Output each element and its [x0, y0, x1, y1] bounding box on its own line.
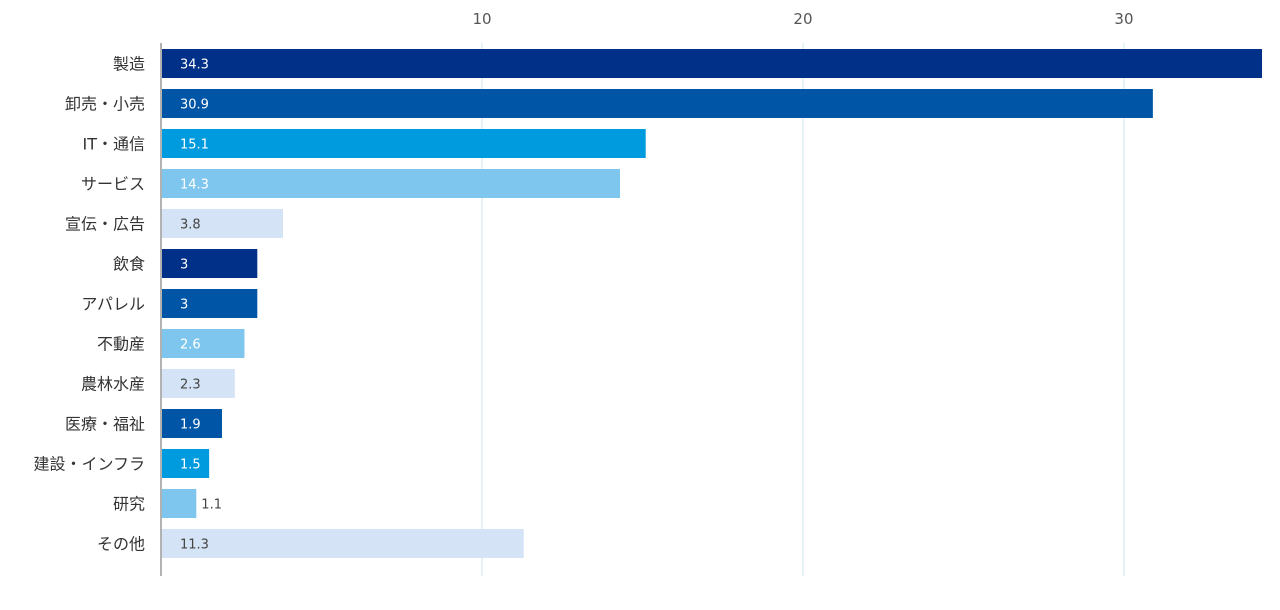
category-label-6: アパレル — [81, 295, 145, 314]
category-label-3: サービス — [81, 175, 145, 194]
category-label-4: 宣伝・広告 — [65, 215, 145, 234]
value-labels: 34.3 30.9 15.1 14.3 3.8 3 3 2.6 2.3 1.9 1.5 1.1 11.3 — [180, 58, 222, 553]
bar-10 — [162, 449, 210, 478]
bar-5 — [162, 249, 258, 278]
value-label-1: 30.9 — [180, 98, 209, 113]
bar-8 — [162, 369, 235, 398]
x-tick-label-30: 30 — [1114, 10, 1133, 28]
category-label-10: 建設・インフラ — [33, 455, 145, 474]
value-label-10: 1.5 — [180, 458, 201, 473]
category-label-7: 不動産 — [97, 335, 145, 354]
value-label-12: 11.3 — [180, 538, 209, 553]
bar-0 — [162, 49, 1262, 78]
value-label-5: 3 — [180, 258, 188, 273]
value-label-7: 2.6 — [180, 338, 201, 353]
value-label-4: 3.8 — [180, 218, 201, 233]
category-label-2: IT・通信 — [83, 135, 146, 154]
category-label-8: 農林水産 — [81, 375, 145, 394]
bar-1 — [162, 89, 1153, 118]
bar-9 — [162, 409, 222, 438]
bar-4 — [162, 209, 283, 238]
value-label-3: 14.3 — [180, 178, 209, 193]
category-label-12: その他 — [97, 535, 145, 554]
bar-6 — [162, 289, 258, 318]
value-label-0: 34.3 — [180, 58, 209, 73]
value-label-8: 2.3 — [180, 378, 201, 393]
bar-3 — [162, 169, 621, 198]
x-tick-label-20: 20 — [793, 10, 812, 28]
x-tick-labels: 10 20 30 — [472, 10, 1133, 28]
category-label-9: 医療・福祉 — [65, 415, 145, 434]
bar-12 — [162, 529, 524, 558]
value-label-6: 3 — [180, 298, 188, 313]
category-label-0: 製造 — [113, 55, 145, 74]
category-label-11: 研究 — [113, 495, 145, 514]
bar-7 — [162, 329, 245, 358]
category-label-1: 卸売・小売 — [65, 95, 145, 114]
bar-2 — [162, 129, 646, 158]
value-label-2: 15.1 — [180, 138, 209, 153]
bars — [162, 49, 1262, 558]
value-label-9: 1.9 — [180, 418, 201, 433]
bar-11 — [162, 489, 197, 518]
category-label-5: 飲食 — [113, 255, 145, 274]
gridlines — [481, 43, 1125, 576]
x-tick-label-10: 10 — [472, 10, 491, 28]
value-label-11: 1.1 — [201, 498, 222, 513]
